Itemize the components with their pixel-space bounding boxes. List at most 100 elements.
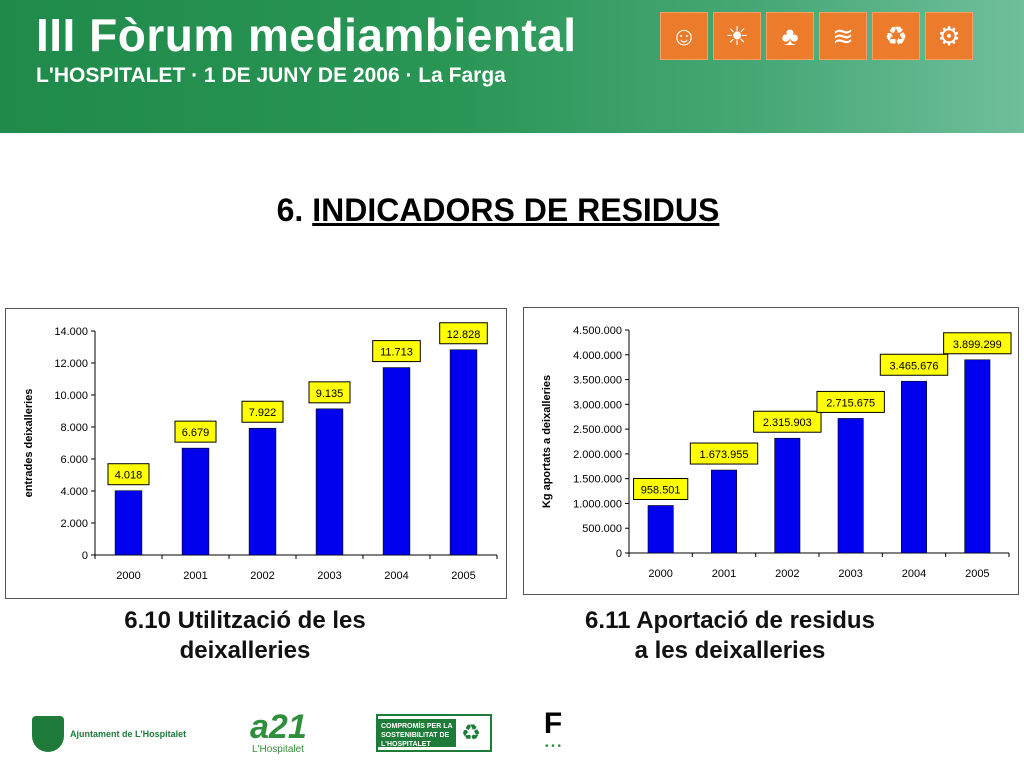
x-tick-label: 2002 [775, 568, 799, 580]
data-label: 4.018 [115, 470, 143, 482]
y-tick-label: 1.000.000 [573, 498, 622, 510]
y-tick-label: 3.500.000 [573, 375, 622, 387]
bar [774, 437, 801, 554]
x-tick-label: 2003 [838, 568, 862, 580]
bicycle-icon: ⚙ [925, 12, 973, 60]
data-label-box [816, 390, 885, 413]
logo-sostenibilitat-text: COMPROMÍS PER LA SOSTENIBILITAT DE L'HOS… [378, 719, 456, 748]
y-tick-label: 0 [82, 550, 88, 562]
banner-title: III Fòrum mediambiental [36, 9, 577, 61]
bar [382, 367, 411, 556]
x-tick-label: 2005 [451, 570, 475, 582]
bar [114, 490, 143, 556]
logo-forum-letter: F [543, 707, 563, 740]
x-tick-label: 2001 [183, 570, 207, 582]
data-label: 7.922 [249, 407, 277, 419]
data-label: 3.899.299 [953, 339, 1002, 351]
x-tick-label: 2004 [384, 570, 408, 582]
data-label-box [753, 410, 822, 433]
sun-icon: ☀ [713, 12, 761, 60]
data-label-box [308, 381, 351, 404]
x-tick-label: 2003 [317, 570, 341, 582]
data-label-box [879, 353, 949, 376]
data-label: 2.315.903 [763, 417, 812, 429]
y-tick-label: 0 [616, 548, 622, 560]
page-title-prefix: 6. [276, 192, 304, 228]
logo-ajuntament-text: Ajuntament de L'Hospitalet [70, 729, 187, 739]
bar [449, 349, 478, 556]
data-label: 12.828 [447, 329, 481, 341]
recycle-icon: ♻ [872, 12, 920, 60]
chart-panel-right: 0 500.000 1.000.000 1.500.000 2.000.000 2.500… [523, 307, 1019, 595]
caption-left-line2: deixalleries [179, 637, 311, 664]
logo-forum-dots: • • • [544, 741, 562, 752]
banner-icon-strip: ☺ ☀ ♣ ≋ ♻ ⚙ [660, 12, 973, 60]
data-label: 1.673.955 [700, 449, 749, 461]
data-label-box [439, 322, 488, 345]
data-label-box [689, 442, 759, 465]
shield-icon [32, 716, 64, 752]
x-tick-label: 2001 [712, 568, 736, 580]
y-axis-label: Kg aportats a deixalleries [541, 375, 553, 508]
data-label-box [372, 340, 421, 363]
data-label: 3.465.676 [890, 360, 939, 372]
data-label-box [943, 332, 1012, 355]
caption-right-line1: 6.11 Aportació de residus [585, 607, 875, 634]
y-tick-label: 10.000 [54, 390, 88, 402]
bar [901, 380, 927, 554]
caption-left: 6.10 Utilització de les deixalleries [60, 606, 430, 666]
data-label: 958.501 [641, 485, 681, 497]
bar [181, 447, 210, 556]
x-tick-label: 2000 [648, 568, 672, 580]
chart-entrades-deixalleries: 0 2.000 4.000 6.000 8.000 10.000 12.000 14.000 e… [23, 322, 498, 582]
x-tick-label: 2005 [965, 568, 989, 580]
header-banner: III Fòrum mediambiental L'HOSPITALET · 1… [0, 0, 1024, 133]
bar [315, 408, 344, 556]
y-tick-label: 14.000 [54, 326, 88, 338]
water-icon: ≋ [819, 12, 867, 60]
page-title: 6. INDICADORS DE RESIDUS [0, 192, 996, 229]
y-tick-label: 3.000.000 [573, 399, 622, 411]
data-label: 11.713 [380, 347, 413, 359]
people-icon: ☺ [660, 12, 708, 60]
y-tick-label: 8.000 [60, 422, 88, 434]
logo-forum: F • • • [528, 706, 578, 758]
caption-left-line1: 6.10 Utilització de les [124, 607, 366, 634]
data-label-box [174, 420, 217, 443]
recycle-icon: ♻ [461, 720, 481, 745]
y-tick-label: 2.500.000 [573, 424, 622, 436]
y-tick-label: 500.000 [582, 523, 622, 535]
x-tick-label: 2002 [250, 570, 274, 582]
y-tick-label: 4.000.000 [573, 350, 622, 362]
page-title-main: INDICADORS DE RESIDUS [312, 192, 720, 228]
bar [647, 505, 674, 554]
bar [964, 359, 991, 554]
chart-panel-left: 0 2.000 4.000 6.000 8.000 10.000 12.000 14.000 e… [5, 308, 507, 599]
data-label: 2.715.675 [826, 397, 875, 409]
y-tick-label: 1.500.000 [573, 474, 622, 486]
y-tick-label: 4.500.000 [573, 325, 622, 337]
y-tick-label: 2.000 [60, 518, 88, 530]
y-tick-label: 12.000 [54, 358, 88, 370]
chart-kg-aportats: 0 500.000 1.000.000 1.500.000 2.000.000 2.500… [541, 325, 1012, 580]
tree-icon: ♣ [766, 12, 814, 60]
data-label-box [241, 400, 284, 423]
bar [248, 427, 277, 556]
bar [837, 418, 864, 554]
data-label: 6.679 [182, 427, 210, 439]
logo-sostenibilitat: COMPROMÍS PER LA SOSTENIBILITAT DE L'HOS… [376, 714, 492, 752]
footer-logos: Ajuntament de L'Hospitalet a21 L'Hospita… [0, 700, 1024, 768]
logo-a21: a21 [250, 708, 307, 746]
x-tick-label: 2004 [902, 568, 926, 580]
caption-right-line2: a les deixalleries [634, 637, 826, 664]
x-tick-label: 2000 [116, 570, 140, 582]
y-tick-label: 4.000 [60, 486, 88, 498]
banner-subtitle: L'HOSPITALET · 1 DE JUNY DE 2006 · La Fa… [36, 64, 506, 87]
logo-a21-subtitle: L'Hospitalet [252, 744, 304, 755]
y-tick-label: 2.000.000 [573, 449, 622, 461]
y-tick-label: 6.000 [60, 454, 88, 466]
data-label: 9.135 [316, 388, 344, 400]
y-axis-label: entrades deixalleries [23, 389, 35, 498]
caption-right: 6.11 Aportació de residus a les deixalle… [530, 606, 930, 666]
bar [711, 469, 737, 554]
